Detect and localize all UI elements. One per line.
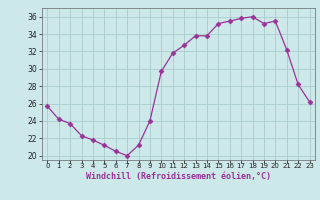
X-axis label: Windchill (Refroidissement éolien,°C): Windchill (Refroidissement éolien,°C) (86, 172, 271, 181)
